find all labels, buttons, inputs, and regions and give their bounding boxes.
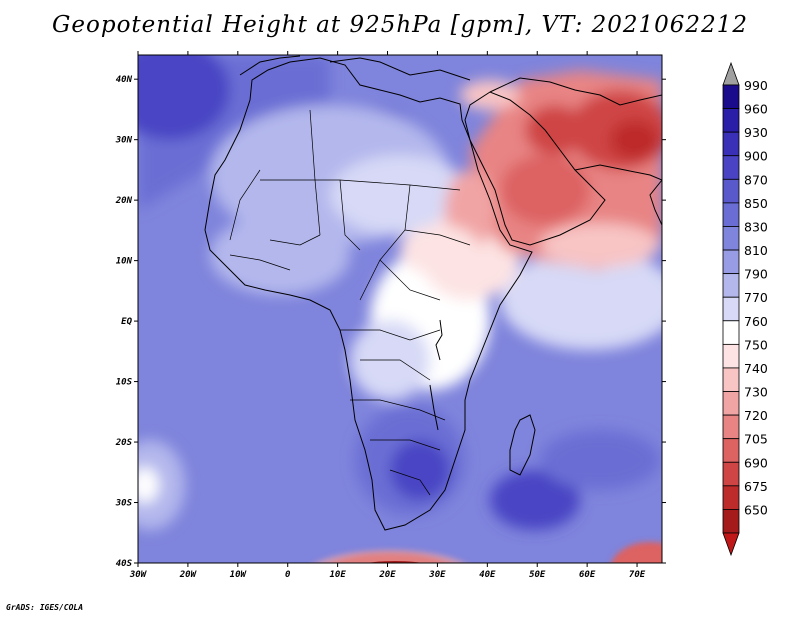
- field-white-south-atlantic: [138, 467, 159, 503]
- colorbar-label: 870: [744, 172, 768, 187]
- lat-label: 30S: [115, 499, 133, 509]
- colorbar-swatch: [722, 226, 740, 251]
- lon-label: 20E: [378, 570, 396, 580]
- longitude-axis: 30W 20W 10W 0 10E 20E 30E 40E 50E 60E 70E: [129, 51, 646, 580]
- colorbar-swatch: [722, 155, 740, 180]
- colorbar-label: 770: [744, 290, 768, 305]
- lat-label: 10N: [116, 257, 133, 267]
- lon-label: 30W: [129, 570, 148, 580]
- field-pink-sahel: [400, 225, 480, 275]
- europe-coastline: [239, 55, 471, 81]
- lon-label: 0: [285, 570, 291, 580]
- colorbar-label: 850: [744, 196, 768, 211]
- colorbar-swatch: [722, 320, 740, 345]
- field-low-iraq: [525, 105, 585, 155]
- colorbar-bottom-arrow: [722, 532, 740, 557]
- colorbar-label: 810: [744, 243, 768, 258]
- colorbar-label: 830: [744, 219, 768, 234]
- latitude-axis: 40N 30N 20N 10N EQ 10S 20S 30S 40S: [115, 75, 666, 569]
- lon-label: 50E: [529, 570, 546, 580]
- field-high-madagascar-east: [490, 470, 580, 530]
- colorbar-swatch: [722, 367, 740, 392]
- colorbar-swatch: [722, 84, 740, 109]
- lon-label: 20W: [179, 570, 198, 580]
- lon-label: 10E: [329, 570, 346, 580]
- africa-coastline: [204, 57, 533, 531]
- persia-coastline: [574, 164, 662, 181]
- colorbar-swatch: [722, 108, 740, 133]
- middle-east-coastline: [489, 77, 662, 106]
- colorbar-label: 690: [744, 455, 768, 470]
- colorbar-top-arrow: [722, 61, 740, 86]
- inner-borders: [229, 109, 471, 496]
- map-title: Geopotential Height at 925hPa [gpm], VT:…: [52, 12, 748, 38]
- colorbar-label: 705: [744, 432, 768, 447]
- colorbar-label: 930: [744, 125, 768, 140]
- field-light-south-atlantic: [138, 440, 185, 530]
- field-low-south-indian: [611, 542, 662, 563]
- colorbar-label: 760: [744, 314, 768, 329]
- colorbar-swatch: [722, 391, 740, 416]
- lat-label: 20S: [115, 438, 133, 448]
- india-coastline: [649, 179, 662, 226]
- colorbar-label: 730: [744, 385, 768, 400]
- lat-label: 20N: [115, 196, 133, 206]
- madagascar-outline: [509, 414, 536, 476]
- map-panel: [138, 55, 662, 563]
- colorbar-swatch: [722, 273, 740, 298]
- field-light-red-arabian-sea: [540, 223, 660, 267]
- colorbar-swatch: [722, 438, 740, 463]
- lon-label: 60E: [579, 570, 596, 580]
- colorbar-swatch: [722, 249, 740, 275]
- field-southern-high-1: [390, 440, 450, 500]
- colorbar-swatch: [722, 296, 740, 322]
- lon-label: 70E: [629, 570, 646, 580]
- field-low-persia-core: [610, 120, 660, 160]
- map-frame: [137, 54, 663, 564]
- great-lakes: [429, 319, 443, 431]
- colorbar-swatch: [722, 485, 740, 510]
- grads-credit: GrADS: IGES/COLA: [6, 603, 84, 612]
- field-low-arabia-core: [500, 155, 590, 225]
- field-light-sahara: [330, 155, 470, 235]
- colorbar-swatch: [722, 343, 740, 369]
- colorbar-label: 790: [744, 267, 768, 282]
- colorbar-swatch: [722, 131, 740, 157]
- field-light-west-africa: [210, 215, 350, 295]
- lat-label: 30N: [115, 136, 133, 146]
- colorbar: 990 960 930 900 870 850 830 810 790 770 760 750 740 7…: [722, 61, 768, 557]
- field-light-indian-ocean: [500, 250, 662, 350]
- colorbar-label: 740: [744, 361, 768, 376]
- field-low-south-atlantic-halo: [315, 550, 465, 563]
- colorbar-label: 960: [744, 102, 768, 117]
- lat-label: 10S: [116, 378, 133, 388]
- field-high-northwest: [138, 55, 230, 140]
- colorbar-label: 650: [744, 502, 768, 517]
- colorbar-swatch: [722, 509, 740, 534]
- field-pink-anatolia: [460, 80, 520, 110]
- colorbar-label: 675: [744, 479, 768, 494]
- lat-label: 40S: [116, 559, 133, 569]
- colorbar-swatch: [722, 202, 740, 227]
- colorbar-swatch: [722, 178, 740, 204]
- colorbar-swatch: [722, 461, 740, 487]
- colorbar-swatch: [722, 414, 740, 440]
- colorbar-label: 990: [744, 78, 768, 93]
- lon-label: 30E: [428, 570, 446, 580]
- lat-label: 40N: [116, 75, 133, 85]
- coastlines: [204, 55, 662, 531]
- lon-label: 10W: [230, 570, 248, 580]
- field-high-south-indian: [540, 430, 660, 490]
- lon-label: 40E: [479, 570, 496, 580]
- colorbar-label: 900: [744, 149, 768, 164]
- lat-label: EQ: [121, 317, 132, 327]
- colorbar-label: 750: [744, 337, 768, 352]
- colorbar-label: 720: [744, 408, 768, 423]
